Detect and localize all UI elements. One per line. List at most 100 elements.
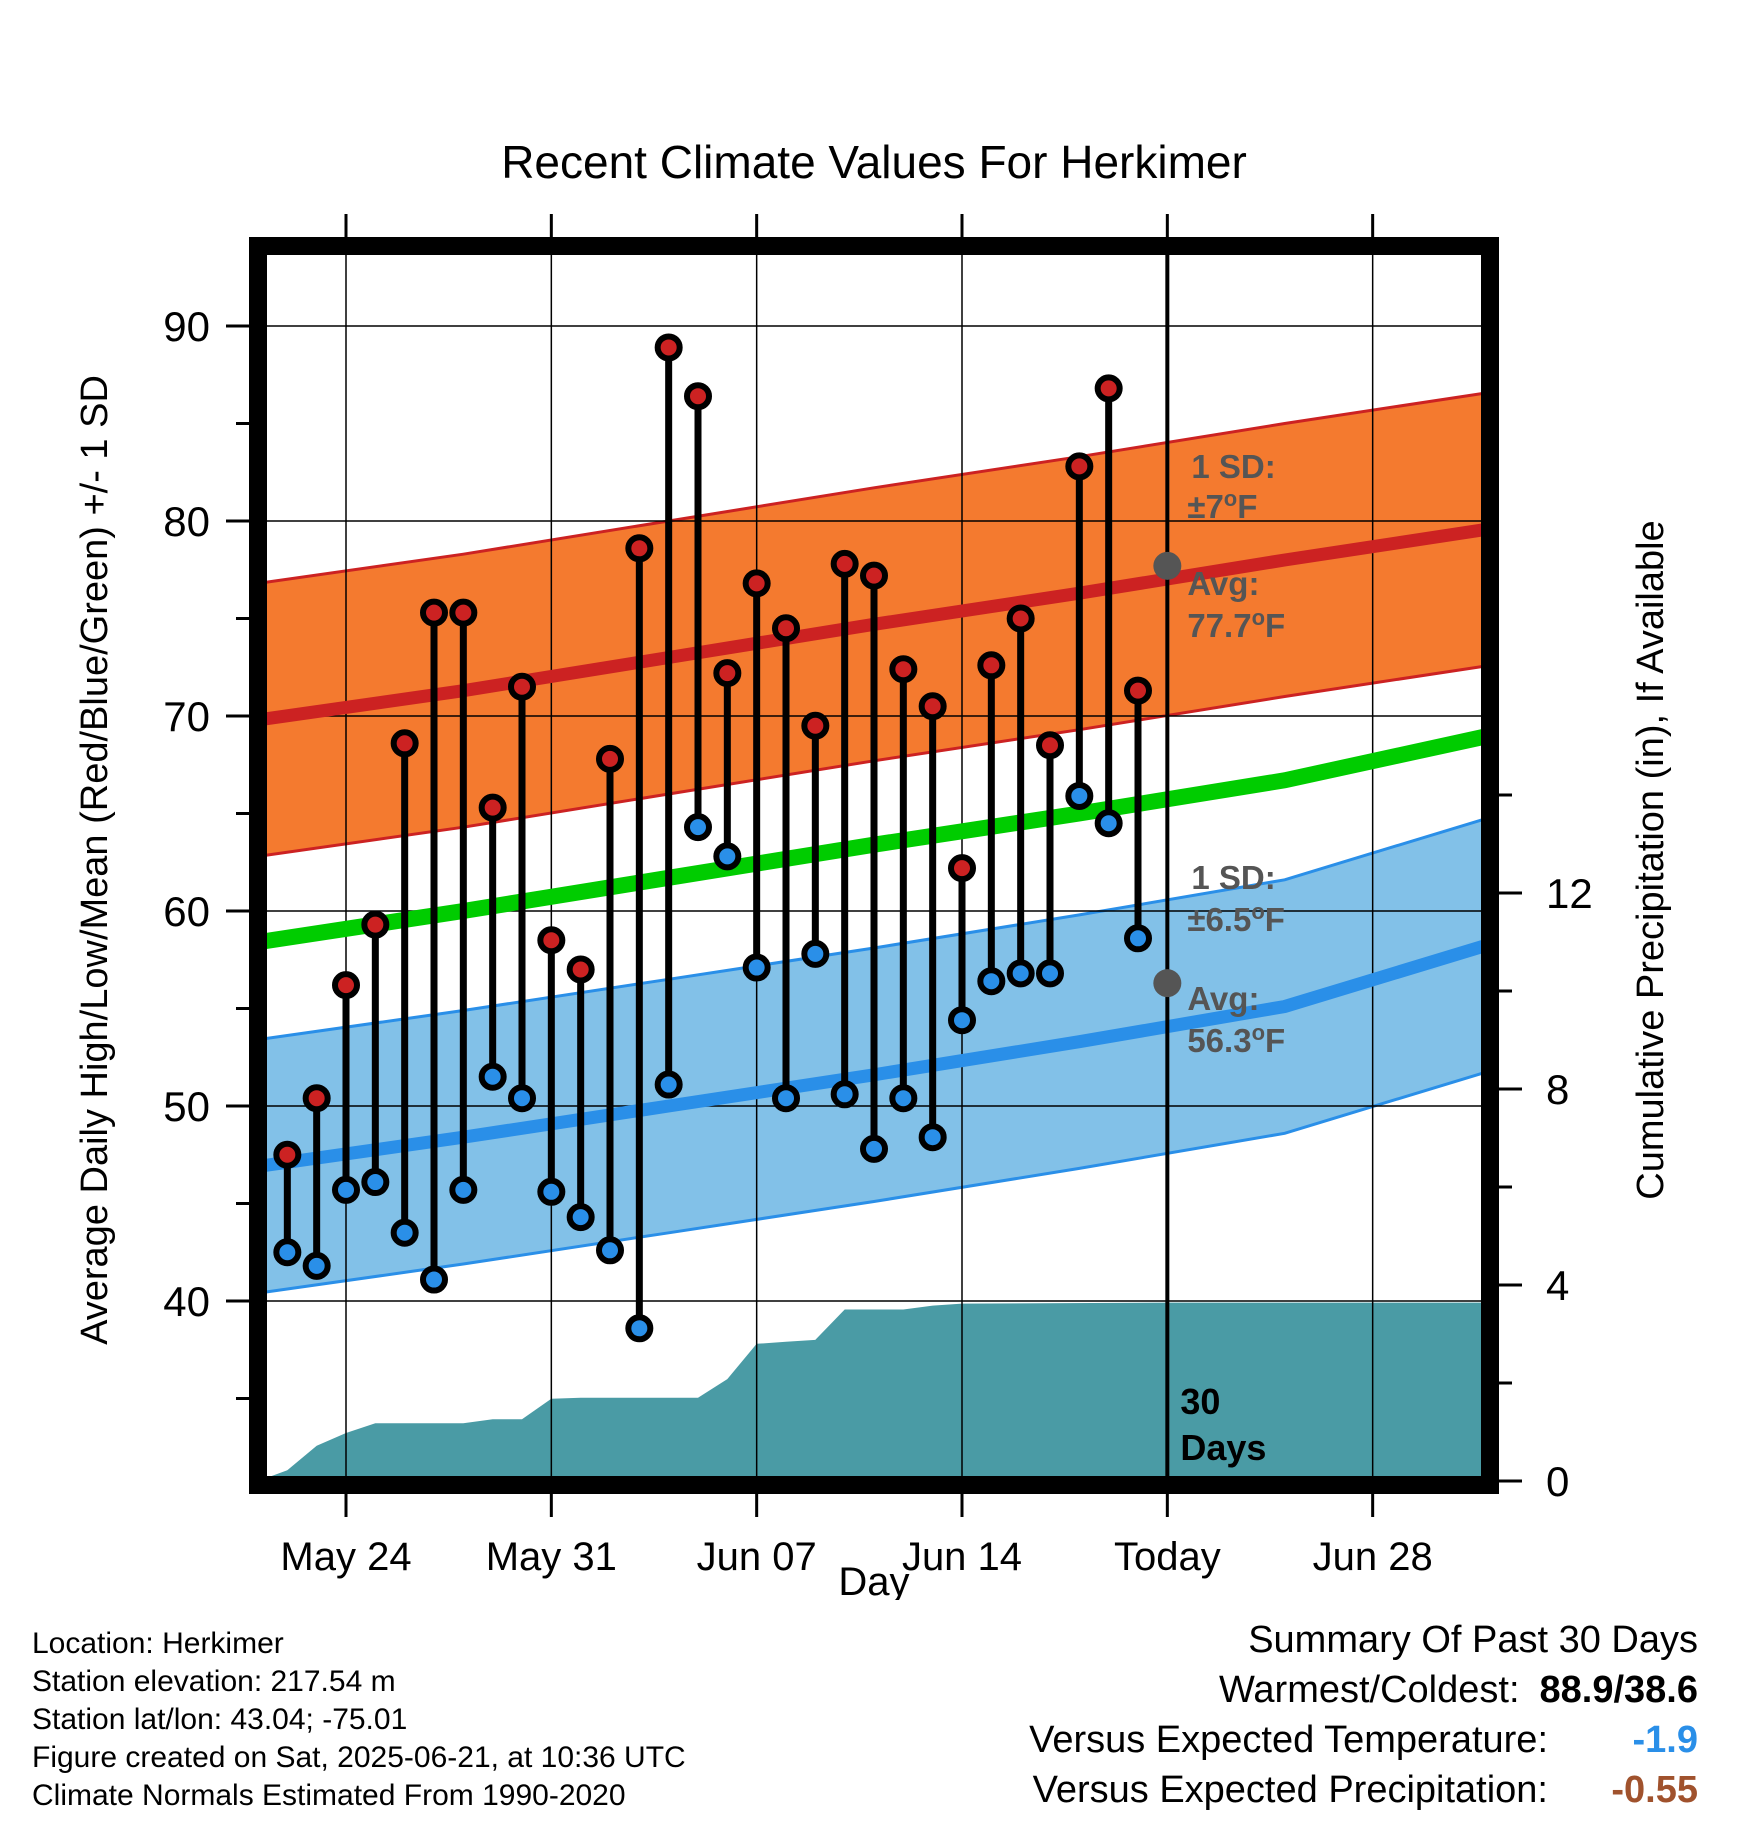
- daily-high-point: [566, 955, 595, 984]
- daily-high-point: [801, 711, 830, 740]
- daily-high-point: [390, 729, 419, 758]
- precip-anomaly-value: -0.55: [1611, 1769, 1698, 1811]
- daily-high-point: [332, 971, 360, 1000]
- daily-low-point: [508, 1084, 536, 1113]
- daily-low-point: [830, 1080, 859, 1109]
- daily-high-point: [478, 793, 507, 822]
- high-band-upper-edge: [258, 390, 1490, 585]
- daily-high-point: [742, 569, 771, 598]
- y-tick-label: 50: [163, 1083, 210, 1130]
- temp-anomaly-label: Versus Expected Temperature:: [1029, 1719, 1548, 1761]
- daily-low-point: [860, 1134, 888, 1163]
- daily-low-point: [1065, 781, 1094, 810]
- daily-low-point: [625, 1314, 654, 1343]
- daily-high-point: [1065, 452, 1094, 481]
- low-sd-value: ±6.5oF: [1187, 899, 1285, 939]
- days-label-line1: 30: [1180, 1381, 1220, 1422]
- daily-low-point: [420, 1265, 448, 1294]
- temp-anomaly-value: -1.9: [1632, 1719, 1698, 1761]
- daily-low-point: [1036, 959, 1064, 988]
- daily-high-point: [772, 614, 800, 643]
- daily-high-point: [420, 598, 448, 627]
- low-avg-value: 56.3oF: [1187, 1020, 1285, 1060]
- daily-low-point: [742, 953, 771, 982]
- x-axis-label: Day: [838, 1560, 909, 1600]
- daily-low-point: [390, 1218, 419, 1247]
- summary-temp-row: Versus Expected Temperature: -1.9: [1029, 1715, 1698, 1765]
- y-axis-label: Average Daily High/Low/Mean (Red/Blue/Gr…: [74, 375, 116, 1345]
- daily-high-point: [1006, 604, 1035, 633]
- daily-high-point: [889, 655, 918, 684]
- daily-high-point: [684, 382, 712, 411]
- y-tick-label: 60: [163, 888, 210, 935]
- station-info: Location: Herkimer Station elevation: 21…: [32, 1625, 686, 1815]
- daily-high-point: [302, 1084, 331, 1113]
- daily-low-point: [948, 1006, 976, 1035]
- daily-low-point: [1124, 924, 1152, 953]
- daily-high-point: [361, 910, 390, 939]
- high-avg-label: Avg:: [1187, 565, 1259, 602]
- daily-high-point: [654, 333, 683, 362]
- today-high-avg-marker: [1153, 551, 1182, 580]
- daily-low-point: [713, 842, 742, 871]
- today-low-avg-marker: [1153, 969, 1182, 998]
- high-sd-label: 1 SD:: [1191, 448, 1275, 485]
- daily-low-point: [918, 1123, 947, 1152]
- x-tick-label: Jun 14: [902, 1535, 1022, 1579]
- elevation-text: Station elevation: 217.54 m: [32, 1665, 396, 1698]
- daily-high-point: [977, 651, 1006, 680]
- y-tick-label: 40: [163, 1278, 210, 1325]
- normals-text: Climate Normals Estimated From 1990-2020: [32, 1779, 626, 1812]
- daily-high-point: [273, 1140, 302, 1169]
- daily-low-point: [1094, 809, 1123, 838]
- y-tick-label: 70: [163, 693, 210, 740]
- daily-high-point: [1036, 731, 1064, 760]
- daily-low-point: [449, 1175, 478, 1204]
- latlon-text: Station lat/lon: 43.04; -75.01: [32, 1703, 408, 1736]
- daily-low-point: [1006, 959, 1035, 988]
- y2-tick-label: 8: [1546, 1066, 1569, 1113]
- daily-high-point: [508, 672, 536, 701]
- daily-high-point: [948, 854, 976, 883]
- daily-low-point: [977, 967, 1006, 996]
- low-sd-label: 1 SD:: [1191, 859, 1275, 896]
- daily-high-point: [1094, 374, 1123, 403]
- daily-high-point: [625, 534, 654, 563]
- daily-low-point: [273, 1238, 302, 1267]
- daily-low-point: [361, 1168, 390, 1197]
- y2-tick-label: 12: [1546, 870, 1593, 917]
- plot-frame: [249, 237, 1499, 1494]
- low-band-lower-edge: [258, 1069, 1490, 1295]
- daily-low-point: [889, 1084, 918, 1113]
- days-label-line2: Days: [1180, 1427, 1266, 1468]
- x-tick-label: Today: [1114, 1535, 1221, 1579]
- daily-low-point: [478, 1062, 507, 1091]
- summary-panel: Summary Of Past 30 Days Warmest/Coldest:…: [1029, 1615, 1698, 1815]
- daily-low-point: [302, 1251, 331, 1280]
- warm-cold-value: 88.9/38.6: [1539, 1669, 1698, 1711]
- daily-high-point: [449, 598, 478, 627]
- daily-low-point: [772, 1084, 800, 1113]
- summary-warm-cold-row: Warmest/Coldest: 88.9/38.6: [1029, 1665, 1698, 1715]
- daily-high-point: [918, 692, 947, 721]
- warm-cold-label: Warmest/Coldest:: [1218, 1669, 1520, 1711]
- climate-chart: Recent Climate Values For Herkimer 1 SD:…: [74, 136, 1672, 1600]
- precip-area: [258, 1302, 1490, 1485]
- daily-high-point: [596, 744, 624, 773]
- axes: 40 50 60 70 80 90 0 4 8 12 May 24 May 31 Jun 07 Jun 1…: [163, 214, 1593, 1579]
- precip-anomaly-label: Versus Expected Precipitation:: [1032, 1769, 1548, 1811]
- y2-axis-label: Cumulative Precipitation (in), If Availa…: [1630, 520, 1672, 1199]
- x-tick-label: Jun 28: [1313, 1535, 1433, 1579]
- daily-low-point: [684, 813, 712, 842]
- daily-low-point: [596, 1236, 624, 1265]
- y-tick-label: 90: [163, 303, 210, 350]
- low-avg-label: Avg:: [1187, 980, 1259, 1017]
- high-sd-value: ±7oF: [1187, 486, 1257, 526]
- created-text: Figure created on Sat, 2025-06-21, at 10…: [32, 1741, 686, 1774]
- x-tick-label: May 24: [280, 1535, 411, 1579]
- chart-title: Recent Climate Values For Herkimer: [501, 136, 1247, 188]
- daily-low-point: [332, 1175, 360, 1204]
- x-tick-label: May 31: [486, 1535, 617, 1579]
